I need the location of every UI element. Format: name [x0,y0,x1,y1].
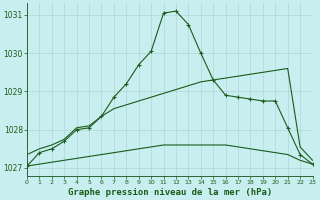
X-axis label: Graphe pression niveau de la mer (hPa): Graphe pression niveau de la mer (hPa) [68,188,272,197]
